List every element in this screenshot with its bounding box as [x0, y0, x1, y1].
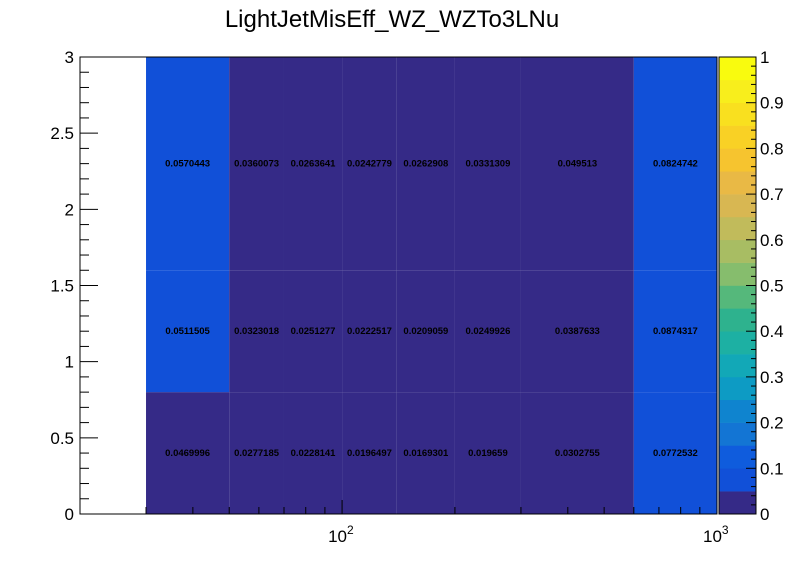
colorbar-tick-label: 0.6: [760, 231, 784, 250]
heatmap-cell: [520, 57, 634, 271]
colorbar-tick-label: 0.1: [760, 459, 784, 478]
color-scale-bar: 0 0.1 0.2 0.3 0.4 0.5 0.6 0.7 0.8 0.9 1: [718, 48, 784, 524]
heatmap-cell: [146, 57, 230, 271]
heatmap-cell: [396, 270, 455, 393]
x-axis: 102 103: [79, 500, 729, 546]
chart-title: LightJetMisEff_WZ_WZTo3LNu: [224, 6, 560, 33]
cell-value-label: 0.0242779: [347, 159, 392, 170]
heatmap-cell: [633, 57, 717, 271]
colorbar-segment: [719, 354, 756, 378]
heatmap-cell: [342, 392, 397, 514]
heatmap-cell: [396, 392, 455, 514]
colorbar-segment: [719, 422, 756, 446]
cell-value-label: 0.019659: [468, 448, 508, 459]
cell-value-label: 0.0251277: [291, 326, 336, 337]
cell-value-label: 0.0277185: [234, 448, 280, 459]
colorbar-tick-label: 0.4: [760, 322, 784, 341]
y-tick-label: 2: [65, 200, 74, 219]
colorbar-segment: [719, 125, 756, 149]
colorbar-tick-label: 0: [760, 505, 769, 524]
cell-value-label: 0.0249926: [465, 326, 510, 337]
colorbar-segment: [719, 445, 756, 469]
cell-value-label: 0.0772532: [653, 448, 698, 459]
cell-value-label: 0.049513: [558, 159, 598, 170]
colorbar-segment: [719, 376, 756, 401]
colorbar-segment: [719, 194, 756, 218]
colorbar-segment: [719, 308, 756, 332]
heatmap-cell: [520, 392, 634, 514]
colorbar-segment: [719, 239, 756, 263]
colorbar-tick-label: 0.7: [760, 185, 784, 204]
cell-value-label: 0.0263641: [291, 159, 337, 170]
heatmap-cell: [633, 392, 717, 514]
colorbar-segment: [719, 285, 756, 309]
heatmap-cell: [454, 57, 521, 271]
heatmap-cell: [283, 392, 343, 514]
heatmap-cell: [454, 392, 521, 514]
heatmap-cell: [229, 270, 284, 393]
colorbar-segment: [719, 331, 756, 355]
y-tick-label: 1: [65, 353, 74, 372]
cell-value-label: 0.0323018: [234, 326, 279, 337]
y-tick-label: 0: [65, 505, 74, 524]
colorbar-segment: [719, 148, 756, 172]
y-tick-label: 1.5: [50, 277, 74, 296]
colorbar-segment: [719, 79, 756, 103]
colorbar-segment: [719, 262, 756, 286]
heatmap-cells: [146, 57, 717, 514]
cell-value-label: 0.0874317: [653, 326, 698, 337]
heatmap-cell: [454, 270, 521, 393]
heatmap-cell: [283, 270, 343, 393]
cell-value-label: 0.0169301: [403, 448, 449, 459]
colorbar-tick-label: 1: [760, 48, 769, 67]
cell-value-label: 0.0222517: [347, 326, 392, 337]
cell-value-label: 0.0360073: [234, 159, 279, 170]
heatmap-cell: [520, 270, 634, 393]
colorbar-segment: [719, 57, 756, 81]
cell-value-label: 0.0824742: [653, 159, 698, 170]
colorbar-segment: [719, 491, 756, 515]
cell-value-label: 0.0262908: [403, 159, 448, 170]
colorbar-segment: [719, 468, 756, 492]
heatmap-cell: [146, 270, 230, 393]
colorbar-segment: [719, 102, 756, 126]
heatmap-cell: [342, 57, 397, 271]
colorbar-segment: [719, 216, 756, 241]
cell-value-label: 0.0469996: [165, 448, 210, 459]
x-tick-label: 103: [703, 523, 729, 546]
cell-value-label: 0.0570443: [165, 159, 210, 170]
y-tick-label: 2.5: [50, 124, 74, 143]
x-tick-label: 102: [328, 523, 354, 546]
cell-value-label: 0.0209059: [403, 326, 448, 337]
y-tick-label: 0.5: [50, 429, 74, 448]
colorbar-tick-label: 0.2: [760, 414, 784, 433]
heatmap-cell: [342, 270, 397, 393]
colorbar-tick-label: 0.9: [760, 94, 784, 113]
cell-value-labels: 0.0469996 0.0277185 0.0228141 0.0196497 0.01…: [165, 159, 698, 459]
colorbar-tick-label: 0.8: [760, 139, 784, 158]
cell-value-label: 0.0511505: [165, 326, 210, 337]
cell-value-label: 0.0387633: [555, 326, 600, 337]
heatmap-cell: [229, 57, 284, 271]
colorbar-tick-label: 0.5: [760, 277, 784, 296]
heatmap-cell: [229, 392, 284, 514]
heatmap-cell: [283, 57, 343, 271]
heatmap-cell: [396, 57, 455, 271]
colorbar-segment: [719, 171, 756, 195]
y-tick-label: 3: [65, 48, 74, 67]
cell-value-label: 0.0302755: [555, 448, 601, 459]
cell-value-label: 0.0228141: [291, 448, 337, 459]
cell-value-label: 0.0196497: [347, 448, 392, 459]
heatmap-cell: [146, 392, 230, 514]
y-axis: 0 0.5 1 1.5 2 2.5 3: [50, 48, 98, 524]
heatmap-cell: [633, 270, 717, 393]
colorbar-tick-label: 0.3: [760, 368, 784, 387]
colorbar-segment: [719, 399, 756, 423]
cell-value-label: 0.0331309: [465, 159, 510, 170]
